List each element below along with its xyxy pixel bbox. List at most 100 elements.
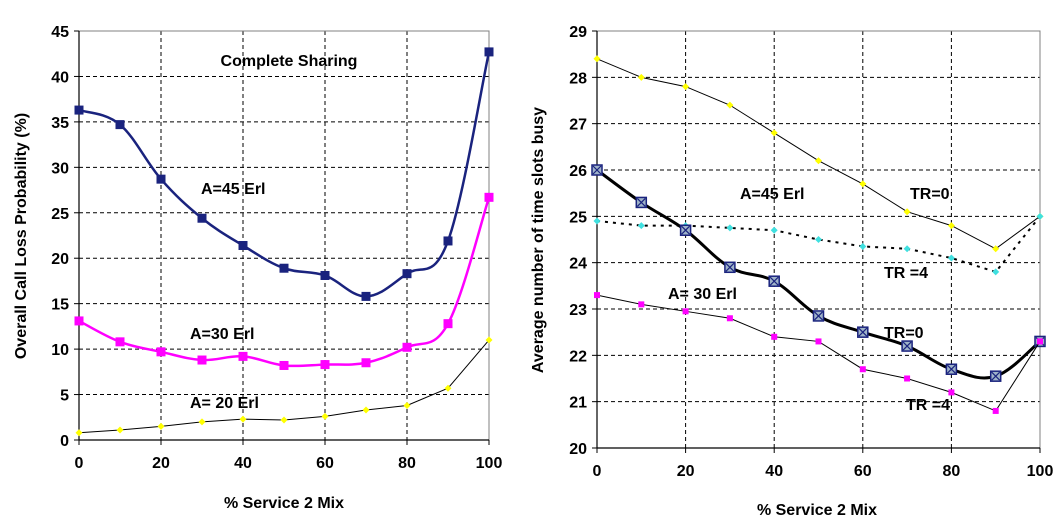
chart1-series-3-point (992, 407, 999, 414)
chart0-xtick-label: 60 (316, 455, 334, 472)
chart1-series-3-point (638, 301, 645, 308)
chart1-series-3-point (948, 389, 955, 396)
chart0-ytick-label: 25 (51, 206, 69, 223)
chart0-ytick-label: 20 (51, 251, 69, 268)
chart0-xtick-label: 100 (476, 455, 503, 472)
chart1-series-0-point (637, 73, 645, 81)
chart1-label-tr0-bottom: TR=0 (884, 325, 924, 342)
chart1-series-3-point (815, 338, 822, 345)
chart1-series-0-point (682, 83, 690, 91)
chart1-series-2-point-cross (991, 371, 1001, 381)
chart1-series-0-point (593, 55, 601, 63)
chart0-xtick-label: 20 (152, 455, 170, 472)
chart1-plot: 20 21 22 23 24 25 26 27 28 29 0 20 40 60 80 100 (569, 24, 1053, 480)
chart1-series-2-point-cross (769, 276, 779, 286)
chart0-series-0-point (443, 236, 453, 246)
chart1-label-tr0-top: TR=0 (910, 186, 950, 203)
chart0-series-2-point (75, 429, 83, 437)
chart1-series-1-point (770, 226, 778, 234)
chart1-series-3-point (904, 375, 911, 382)
chart0-series-1-point (74, 316, 84, 326)
time-slots-chart: 20 21 22 23 24 25 26 27 28 29 0 20 40 60 80 100 Average… (530, 24, 1053, 519)
chart1-ylabel: Average number of time slots busy (530, 107, 547, 373)
chart0-series-0-point (484, 47, 494, 57)
chart0-series-2-point (116, 426, 124, 434)
chart0-series-0-point (115, 120, 125, 130)
chart1-ytick-label: 21 (569, 395, 587, 412)
chart0-ytick-label: 0 (60, 433, 69, 450)
chart1-ytick-label: 28 (569, 70, 587, 87)
chart1-series-2-point-cross (725, 262, 735, 272)
chart0-series-0-point (156, 174, 166, 184)
chart0-series-1-point (197, 355, 207, 365)
chart1-series-1-point (637, 222, 645, 230)
chart0-ytick-label: 15 (51, 297, 69, 314)
chart1-series-0-point (992, 245, 1000, 253)
chart1-series-3-point (682, 308, 689, 315)
chart0-series-1-point (320, 360, 330, 370)
chart1-series-3-point (859, 366, 866, 373)
chart1-series-1-point (903, 245, 911, 253)
chart0-series-0-point (320, 270, 330, 280)
chart0-series-1-point (402, 342, 412, 352)
chart0-series-1-point (238, 351, 248, 361)
chart1-series-2-point-cross (858, 327, 868, 337)
chart1-annotation-a30: A= 30 Erl (668, 286, 737, 303)
chart1-ytick-label: 27 (569, 117, 587, 134)
chart0-series-1-line (78, 196, 491, 368)
chart1-xlabel: % Service 2 Mix (757, 502, 877, 519)
chart0-ytick-label: 10 (51, 342, 69, 359)
chart0-series-2-point (403, 401, 411, 409)
chart1-series-1-point (593, 217, 601, 225)
chart0-series-2-point (321, 412, 329, 420)
chart1-series-2-point-cross (902, 341, 912, 351)
chart1-series-2-point-cross (681, 225, 691, 235)
chart0-series-2-point (280, 416, 288, 424)
chart1-xtick-label: 100 (1027, 463, 1054, 480)
chart1-series-1-line (596, 215, 1041, 274)
chart1-series-1-point (1036, 212, 1044, 220)
chart0-plot-area (79, 31, 489, 440)
chart0-ylabel: Overall Call Loss Probability (%) (13, 113, 30, 359)
chart0-series-1-point (443, 319, 453, 329)
chart0-xtick-label: 40 (234, 455, 252, 472)
chart0-series-0-line (78, 51, 491, 298)
chart0-xtick-label: 0 (75, 455, 84, 472)
chart0-series-1-point (115, 337, 125, 347)
chart1-xtick-label: 20 (677, 463, 695, 480)
chart0-series-1-point (279, 360, 289, 370)
chart0-ytick-label: 5 (60, 388, 69, 405)
chart1-series-1-point (859, 242, 867, 250)
chart0-series-1-point (484, 192, 494, 202)
chart1-series-2-point-cross (946, 364, 956, 374)
chart0-series-2-point (485, 336, 493, 344)
chart0-series-2-point (198, 418, 206, 426)
chart0-plot: 0 5 10 15 20 25 30 35 40 45 0 20 40 60 80 100 (51, 24, 502, 472)
chart1-series-1-point (815, 236, 822, 243)
chart1-xtick-label: 0 (593, 463, 602, 480)
chart1-ytick-label: 26 (569, 163, 587, 180)
chart0-ytick-label: 40 (51, 69, 69, 86)
chart1-annotation-a45: A=45 Erl (740, 186, 804, 203)
chart0-series-1-point (361, 358, 371, 368)
chart1-series-2-point-cross (814, 311, 823, 321)
chart1-ytick-label: 25 (569, 209, 587, 226)
chart1-series-3-point (1037, 338, 1043, 345)
chart0-series-0-point (197, 213, 207, 223)
chart0-label-a45: A=45 Erl (201, 181, 265, 198)
chart1-series-1-point (947, 254, 955, 262)
chart0-series-2-point (362, 406, 370, 414)
chart1-ytick-label: 23 (569, 302, 587, 319)
chart1-label-tr4-top: TR =4 (884, 265, 928, 282)
chart0-series-2-point (239, 415, 247, 423)
chart0-series-2-point (444, 384, 452, 392)
chart1-series-2-point-cross (636, 198, 646, 207)
chart0-annotation-complete-sharing: Complete Sharing (221, 53, 358, 70)
chart1-xtick-label: 40 (765, 463, 783, 480)
chart0-xlabel: % Service 2 Mix (224, 495, 344, 512)
chart0-ytick-label: 35 (51, 115, 69, 132)
chart1-series-3-point (771, 333, 778, 340)
chart1-series-0-point (726, 101, 734, 109)
chart0-series-2-point (157, 422, 165, 430)
chart0-ytick-label: 30 (51, 160, 69, 177)
